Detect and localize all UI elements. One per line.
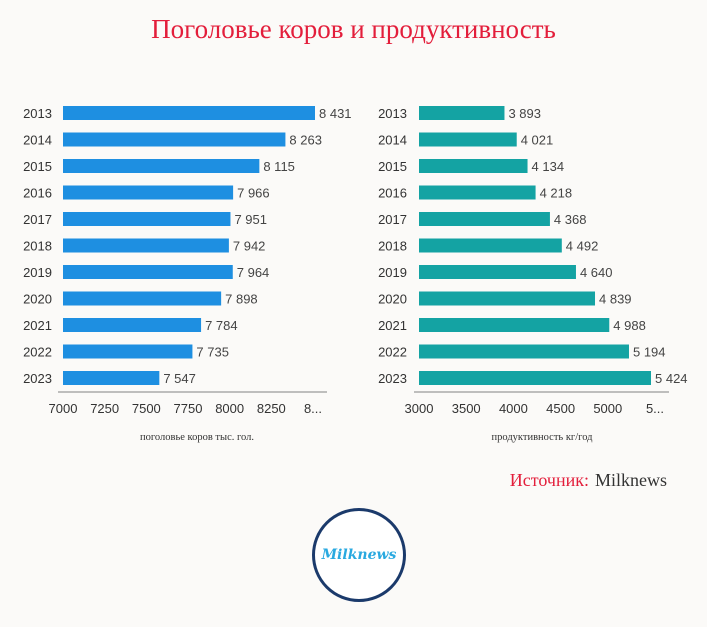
category-label: 2023 <box>23 371 52 386</box>
tick-label: 3500 <box>452 401 481 416</box>
chart-cow-population: 2013 8 431 2014 8 263 2015 8 115 2016 7 966 2017… <box>23 106 352 443</box>
chart-productivity: 2013 3 893 2014 4 021 2015 4 134 2016 4 218 2017… <box>378 106 688 443</box>
bar <box>419 371 651 385</box>
tick-label: 7500 <box>132 401 161 416</box>
tick-label: 8250 <box>257 401 286 416</box>
bar <box>419 106 505 120</box>
bar <box>63 106 315 120</box>
bar <box>419 185 536 200</box>
bar <box>63 291 222 306</box>
source-credit: Источник: Milknews <box>510 470 667 491</box>
data-label: 8 431 <box>319 106 352 121</box>
bar <box>419 344 629 359</box>
bar <box>63 265 233 279</box>
tick-label: 7750 <box>174 401 203 416</box>
tick-label: 4500 <box>546 401 575 416</box>
category-label: 2015 <box>23 159 52 174</box>
data-label: 5 424 <box>655 371 688 386</box>
data-label: 3 893 <box>508 106 541 121</box>
bar <box>63 371 160 385</box>
bar <box>419 132 517 147</box>
category-label: 2014 <box>378 133 407 148</box>
tick-label: 8000 <box>215 401 244 416</box>
logo-text: Milknews <box>321 547 397 563</box>
data-label: 4 368 <box>554 212 587 227</box>
category-label: 2017 <box>23 212 52 227</box>
data-label: 4 492 <box>566 239 599 254</box>
data-label: 4 839 <box>599 292 632 307</box>
bar <box>419 159 528 173</box>
bar <box>419 318 610 332</box>
bar <box>63 238 229 253</box>
category-label: 2022 <box>23 345 52 360</box>
data-label: 7 951 <box>234 212 267 227</box>
category-label: 2020 <box>378 292 407 307</box>
bar <box>419 291 596 306</box>
tick-label: 5000 <box>593 401 622 416</box>
page-title: Поголовье коров и продуктивность <box>151 14 556 44</box>
category-label: 2013 <box>378 106 407 121</box>
source-value: Milknews <box>595 470 667 490</box>
data-label: 7 784 <box>205 318 238 333</box>
data-label: 8 115 <box>263 159 295 174</box>
data-label: 8 263 <box>289 133 322 148</box>
data-label: 7 735 <box>196 345 229 360</box>
category-label: 2023 <box>378 371 407 386</box>
category-label: 2018 <box>378 239 407 254</box>
category-label: 2019 <box>23 265 52 280</box>
category-label: 2016 <box>23 186 52 201</box>
bar <box>63 185 234 200</box>
category-label: 2013 <box>23 106 52 121</box>
category-label: 2015 <box>378 159 407 174</box>
bar <box>63 344 193 359</box>
tick-label: 5... <box>646 401 664 416</box>
bar <box>419 265 576 279</box>
tick-label: 8... <box>304 401 322 416</box>
bar <box>419 212 550 226</box>
data-label: 7 942 <box>233 239 266 254</box>
x-axis-label: поголовье коров тыс. гол. <box>140 432 254 443</box>
data-label: 4 134 <box>532 159 565 174</box>
bar <box>63 212 231 226</box>
category-label: 2014 <box>23 133 52 148</box>
bar <box>63 132 286 147</box>
data-label: 5 194 <box>633 345 666 360</box>
tick-label: 7250 <box>90 401 119 416</box>
bar <box>63 159 260 173</box>
data-label: 4 988 <box>613 318 646 333</box>
data-label: 4 218 <box>540 186 573 201</box>
source-label: Источник: <box>509 470 589 490</box>
category-label: 2017 <box>378 212 407 227</box>
data-label: 4 021 <box>521 133 554 148</box>
tick-label: 3000 <box>405 401 434 416</box>
tick-label: 7000 <box>49 401 78 416</box>
tick-label: 4000 <box>499 401 528 416</box>
category-label: 2020 <box>23 292 52 307</box>
category-label: 2019 <box>378 265 407 280</box>
category-label: 2016 <box>378 186 407 201</box>
x-axis-label: продуктивность кг/год <box>492 432 594 443</box>
data-label: 7 898 <box>225 292 258 307</box>
bar <box>419 238 562 253</box>
data-label: 7 966 <box>237 186 270 201</box>
milknews-logo: Milknews <box>312 508 406 602</box>
data-label: 7 547 <box>163 371 196 386</box>
category-label: 2021 <box>23 318 52 333</box>
category-label: 2018 <box>23 239 52 254</box>
data-label: 4 640 <box>580 265 613 280</box>
category-label: 2021 <box>378 318 407 333</box>
category-label: 2022 <box>378 345 407 360</box>
bar <box>63 318 202 332</box>
data-label: 7 964 <box>237 265 270 280</box>
